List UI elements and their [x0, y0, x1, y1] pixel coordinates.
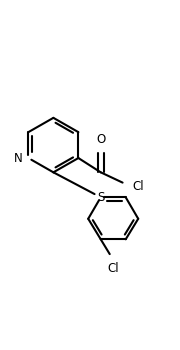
- Text: O: O: [96, 133, 105, 146]
- Text: Cl: Cl: [133, 180, 145, 193]
- Text: Cl: Cl: [107, 262, 119, 275]
- Text: N: N: [14, 152, 23, 164]
- Text: S: S: [97, 191, 104, 204]
